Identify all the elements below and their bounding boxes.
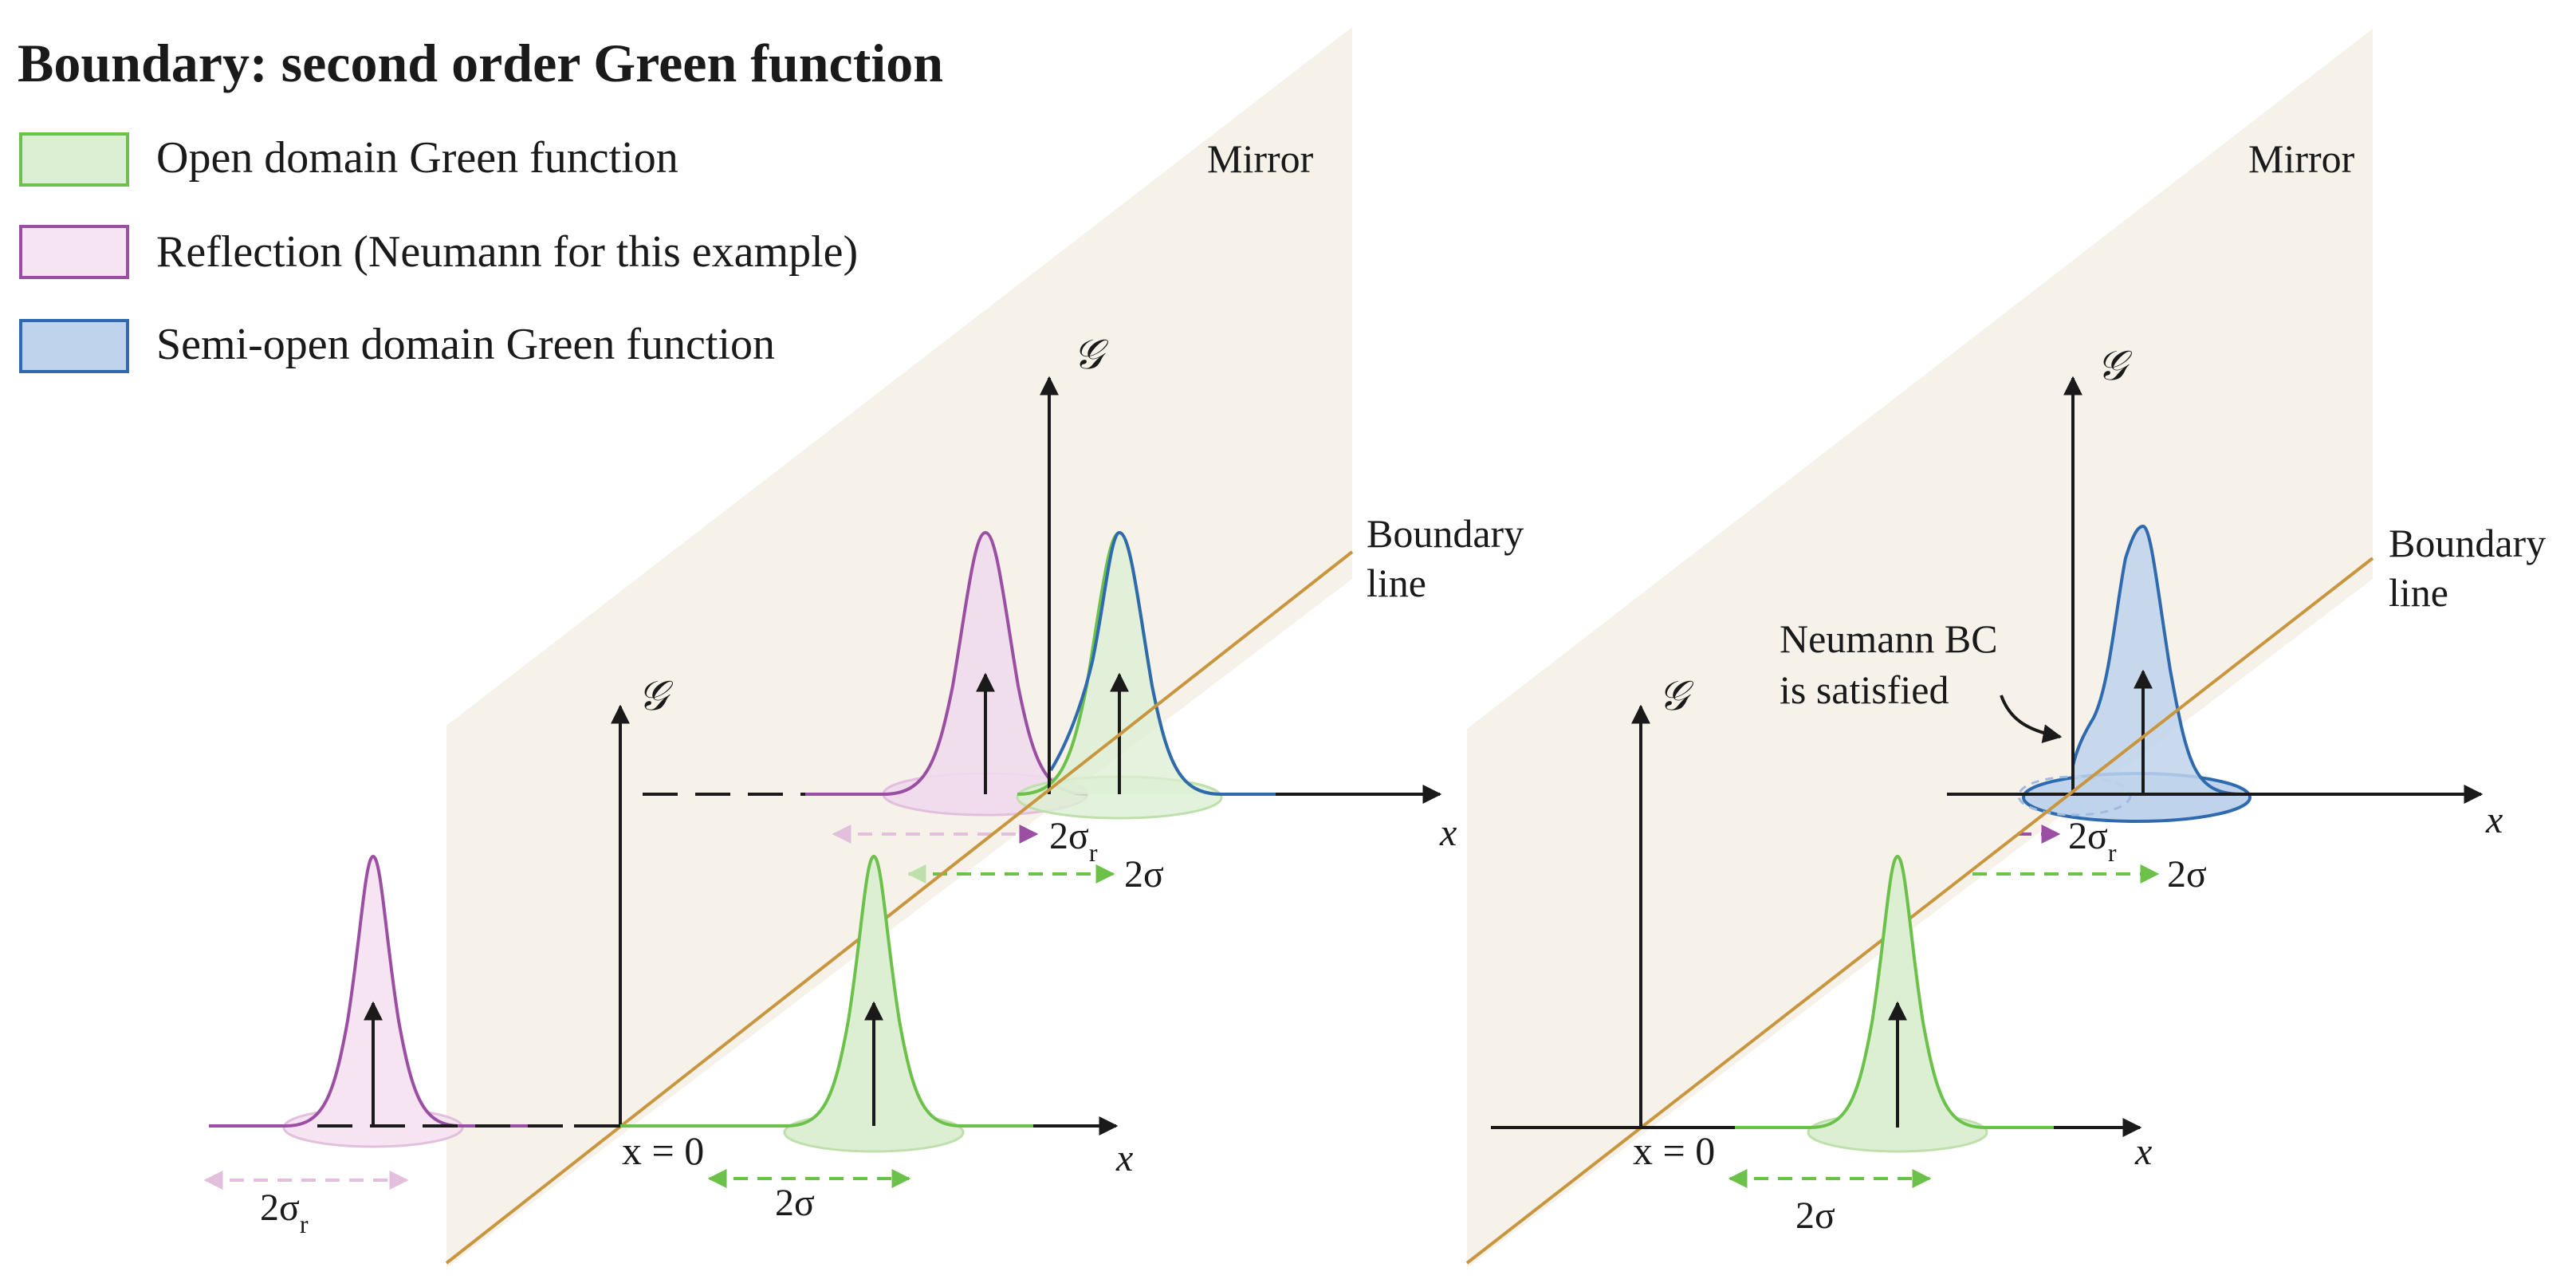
left-boundary-label-1: Boundary bbox=[1367, 511, 1524, 556]
right-mirror-plane bbox=[1467, 29, 2373, 1268]
right-annotation-line-2: is satisfied bbox=[1780, 667, 1949, 712]
right-boundary-label-1: Boundary bbox=[2389, 521, 2546, 565]
legend-item-semi-open: Semi-open domain Green function bbox=[19, 319, 775, 373]
right-origin-label: x = 0 bbox=[1633, 1128, 1715, 1173]
left-boundary-label-2: line bbox=[1367, 561, 1426, 605]
right-annotation-line-1: Neumann BC bbox=[1780, 616, 1998, 661]
left-front-reflection-curve bbox=[209, 854, 533, 1128]
left-back-semi-open-curve bbox=[1049, 530, 1276, 796]
legend-item-open: Open domain Green function bbox=[19, 132, 678, 187]
legend-swatch-semi-open bbox=[19, 319, 129, 373]
left-boundary-line bbox=[445, 550, 1354, 1265]
left-mirror-label: Mirror bbox=[1207, 136, 1314, 181]
right-boundary-line bbox=[1465, 557, 2374, 1265]
right-back-sigma-r-label: 2σr bbox=[2068, 815, 2117, 867]
left-back-x-label: x bbox=[1439, 812, 1457, 854]
left-panel: Mirror 𝒢 x 2σr 2σ Boundary line bbox=[203, 27, 1524, 1268]
left-back-sigma-label: 2σ bbox=[1124, 853, 1164, 895]
right-panel: Mirror 𝒢 x 2σr 2σ Neumann BC is satisfie… bbox=[1465, 29, 2546, 1268]
legend: Open domain Green function Reflection (N… bbox=[19, 132, 858, 373]
left-mirror-plane bbox=[446, 27, 1352, 1268]
right-mirror-label: Mirror bbox=[2248, 136, 2355, 181]
left-front-open-curve bbox=[710, 854, 1033, 1128]
left-front-sigma-label: 2σ bbox=[775, 1182, 815, 1224]
right-back-x-label: x bbox=[2485, 799, 2503, 841]
right-front-sigma-label: 2σ bbox=[1795, 1195, 1835, 1237]
legend-label-open: Open domain Green function bbox=[156, 133, 678, 183]
left-front-sigma-r-label: 2σr bbox=[260, 1187, 309, 1238]
right-annotation-arrow bbox=[2000, 695, 2063, 743]
legend-swatch-open bbox=[19, 132, 129, 187]
legend-swatch-reflection bbox=[19, 225, 129, 279]
right-front-open-curve bbox=[1735, 854, 2054, 1129]
right-front-x-label: x bbox=[2134, 1131, 2152, 1173]
right-boundary-label-2: line bbox=[2389, 570, 2448, 615]
figure-title: Boundary: second order Green function bbox=[18, 33, 943, 93]
right-back-sigma-label: 2σ bbox=[2167, 853, 2207, 895]
legend-label-semi-open: Semi-open domain Green function bbox=[156, 320, 775, 369]
legend-label-reflection: Reflection (Neumann for this example) bbox=[156, 227, 858, 277]
left-front-x-label: x bbox=[1115, 1137, 1133, 1179]
left-back-reflection-curve bbox=[805, 530, 1088, 796]
right-back-semi-open-curve bbox=[2071, 524, 2243, 796]
left-origin-label: x = 0 bbox=[622, 1128, 704, 1173]
left-back-sigma-r-label: 2σr bbox=[1049, 815, 1098, 867]
legend-item-reflection: Reflection (Neumann for this example) bbox=[19, 225, 858, 279]
